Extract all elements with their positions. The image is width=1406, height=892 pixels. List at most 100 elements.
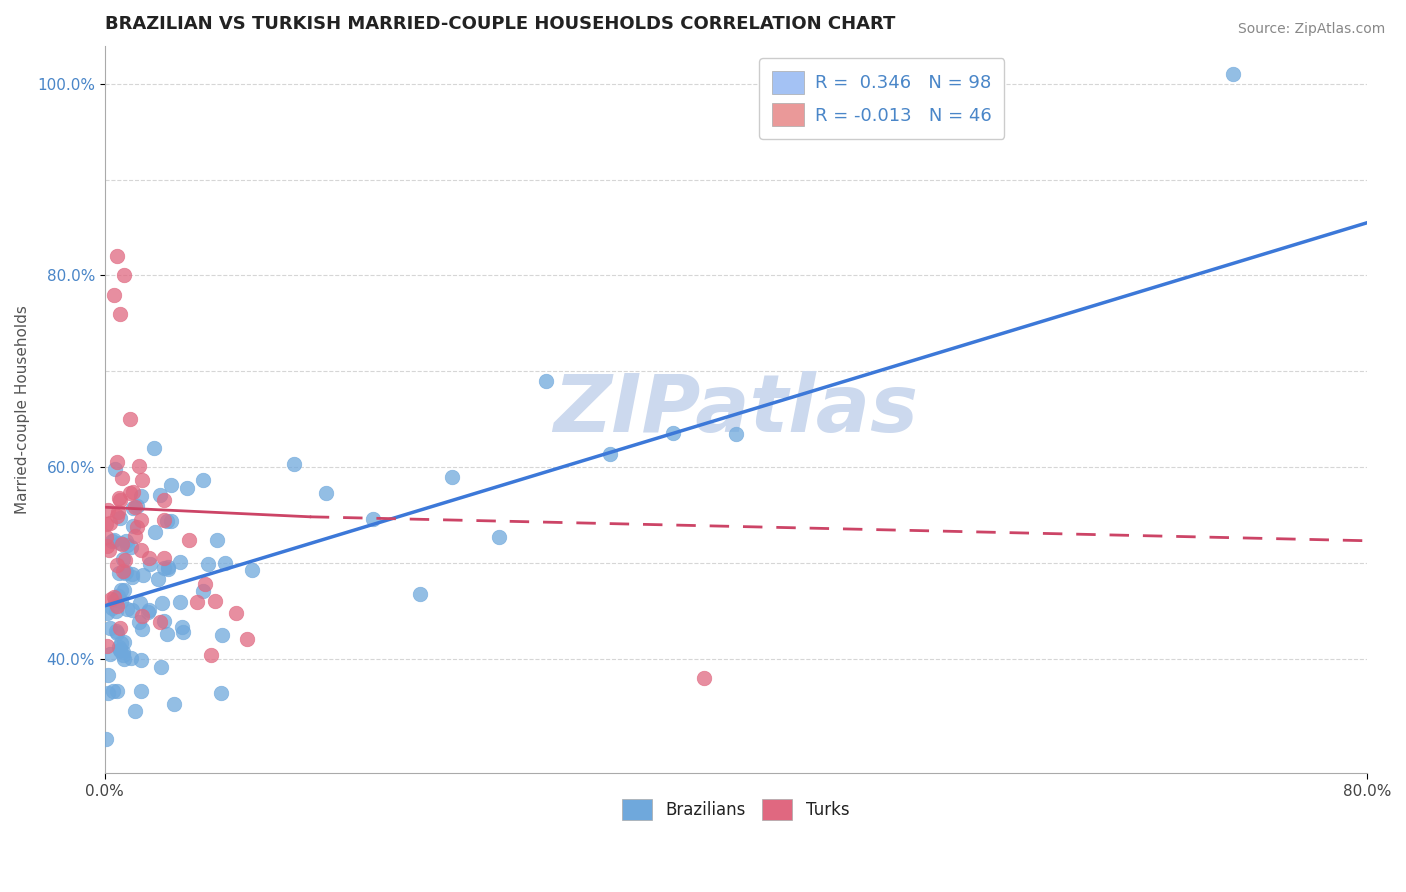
Text: BRAZILIAN VS TURKISH MARRIED-COUPLE HOUSEHOLDS CORRELATION CHART: BRAZILIAN VS TURKISH MARRIED-COUPLE HOUS…	[104, 15, 896, 33]
Point	[121, 603, 143, 617]
Point	[440, 470, 463, 484]
Point	[112, 648, 135, 663]
Point	[124, 704, 146, 718]
Point	[114, 635, 136, 649]
Point	[152, 551, 174, 566]
Point	[124, 500, 146, 515]
Point	[110, 536, 132, 550]
Point	[361, 512, 384, 526]
Point	[110, 511, 132, 525]
Point	[211, 627, 233, 641]
Point	[191, 584, 214, 599]
Point	[108, 491, 131, 506]
Point	[172, 624, 194, 639]
Point	[105, 591, 128, 606]
Point	[105, 599, 128, 613]
Point	[107, 558, 129, 572]
Point	[108, 640, 131, 654]
Point	[112, 651, 135, 665]
Point	[129, 543, 152, 558]
Point	[225, 607, 247, 621]
Point	[157, 562, 180, 576]
Point	[131, 474, 153, 488]
Point	[160, 477, 183, 491]
Point	[131, 609, 153, 624]
Point	[101, 600, 124, 615]
Point	[128, 615, 150, 629]
Point	[98, 516, 121, 530]
Point	[115, 533, 138, 548]
Point	[129, 653, 152, 667]
Point	[121, 569, 143, 583]
Point	[129, 684, 152, 698]
Point	[148, 572, 170, 586]
Point	[100, 591, 122, 606]
Point	[149, 659, 172, 673]
Point	[131, 622, 153, 636]
Point	[214, 556, 236, 570]
Point	[693, 671, 716, 685]
Point	[152, 493, 174, 508]
Point	[169, 595, 191, 609]
Point	[107, 625, 129, 640]
Point	[110, 582, 132, 597]
Point	[98, 543, 121, 558]
Point	[122, 501, 145, 516]
Point	[108, 493, 131, 508]
Point	[112, 551, 135, 566]
Point	[110, 593, 132, 607]
Point	[115, 565, 138, 579]
Point	[114, 566, 136, 581]
Point	[105, 455, 128, 469]
Point	[138, 603, 160, 617]
Point	[209, 686, 232, 700]
Point	[143, 524, 166, 539]
Point	[156, 560, 179, 574]
Point	[107, 506, 129, 520]
Point	[122, 519, 145, 533]
Point	[101, 684, 124, 698]
Point	[172, 620, 194, 634]
Point	[149, 615, 172, 629]
Point	[104, 624, 127, 639]
Point	[177, 533, 200, 547]
Point	[110, 643, 132, 657]
Text: ZIPatlas: ZIPatlas	[553, 370, 918, 449]
Point	[121, 567, 143, 582]
Point	[128, 458, 150, 473]
Point	[112, 582, 135, 597]
Point	[136, 605, 159, 619]
Point	[103, 533, 125, 547]
Point	[150, 596, 173, 610]
Point	[156, 627, 179, 641]
Point	[129, 489, 152, 503]
Point	[599, 447, 621, 461]
Point	[96, 539, 118, 553]
Point	[97, 668, 120, 682]
Point	[105, 684, 128, 698]
Point	[103, 287, 125, 301]
Point	[96, 530, 118, 544]
Point	[118, 486, 141, 500]
Point	[176, 481, 198, 495]
Point	[152, 561, 174, 575]
Point	[104, 604, 127, 618]
Point	[128, 597, 150, 611]
Point	[125, 520, 148, 534]
Point	[283, 457, 305, 471]
Point	[138, 551, 160, 566]
Point	[97, 686, 120, 700]
Point	[131, 513, 153, 527]
Point	[96, 731, 118, 746]
Point	[153, 512, 176, 526]
Point	[107, 589, 129, 603]
Point	[122, 484, 145, 499]
Point	[97, 503, 120, 517]
Point	[96, 516, 118, 531]
Point	[156, 514, 179, 528]
Point	[111, 537, 134, 551]
Point	[143, 441, 166, 455]
Point	[108, 643, 131, 657]
Point	[110, 307, 132, 321]
Point	[115, 538, 138, 552]
